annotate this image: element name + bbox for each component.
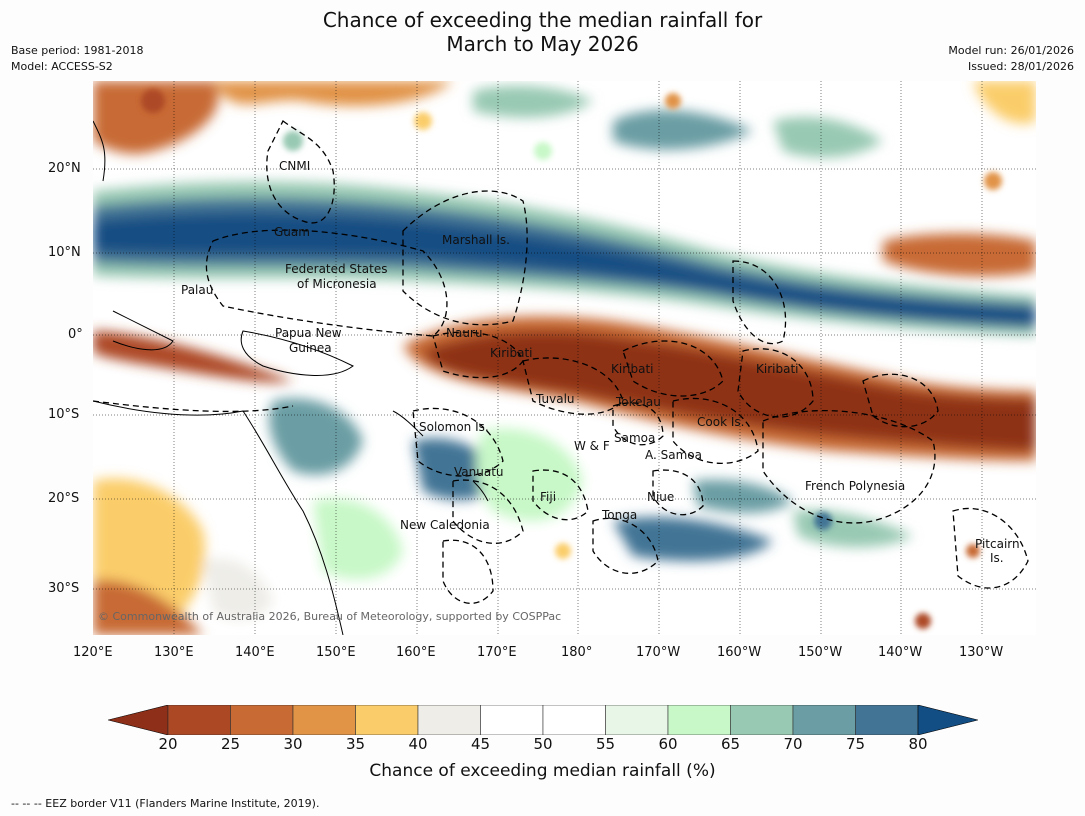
rainfall-map bbox=[92, 81, 1036, 687]
lon-label: 150°W bbox=[798, 645, 843, 660]
region-label-cook: Cook Is. bbox=[697, 415, 745, 429]
colorbar-segment bbox=[542, 704, 606, 736]
colorbar-segment bbox=[792, 704, 856, 736]
region-label-micronesia-2: of Micronesia bbox=[297, 277, 377, 291]
colorbar-tick-label: 65 bbox=[720, 735, 741, 753]
rainfall-map-svg bbox=[92, 81, 1036, 687]
region-label-solomon: Solomon Is. bbox=[419, 420, 489, 434]
chart-title-line2: March to May 2026 bbox=[446, 32, 639, 56]
region-label-tuvalu: Tuvalu bbox=[536, 392, 575, 406]
region-label-guam: Guam bbox=[274, 225, 310, 239]
colorbar-extend-low bbox=[107, 704, 169, 736]
colorbar-segment bbox=[355, 704, 419, 736]
region-label-marshall: Marshall Is. bbox=[442, 233, 510, 247]
map-copyright: © Commonwealth of Australia 2026, Bureau… bbox=[98, 610, 562, 623]
lat-label: 30°S bbox=[48, 581, 80, 596]
lat-label: 20°S bbox=[48, 491, 80, 506]
region-label-tokelau: Tokelau bbox=[616, 395, 661, 409]
chart-title-line1: Chance of exceeding the median rainfall … bbox=[322, 8, 763, 32]
colorbar-tick-label: 75 bbox=[845, 735, 866, 753]
lat-label: 0° bbox=[68, 327, 83, 342]
colorbar-segment bbox=[855, 704, 919, 736]
lon-label: 160°W bbox=[717, 645, 762, 660]
eez-footnote: -- -- -- EEZ border V11 (Flanders Marine… bbox=[11, 797, 320, 810]
lat-label: 10°S bbox=[48, 407, 80, 422]
colorbar-tick-label: 80 bbox=[908, 735, 928, 753]
region-label-french-polynesia: French Polynesia bbox=[805, 479, 906, 493]
region-label-png-2: Guinea bbox=[289, 341, 332, 355]
model-run: Model run: 26/01/2026 bbox=[948, 44, 1074, 57]
lon-label: 140°W bbox=[878, 645, 923, 660]
region-label-micronesia-1: Federated States bbox=[285, 262, 388, 276]
colorbar-tick-label: 70 bbox=[783, 735, 803, 753]
region-label-niue: Niue bbox=[647, 490, 675, 504]
lat-label: 20°N bbox=[48, 161, 81, 176]
issued-date: Issued: 28/01/2026 bbox=[967, 60, 1074, 73]
region-label-palau: Palau bbox=[181, 283, 214, 297]
region-label-pitcairn-1: Pitcairn bbox=[975, 537, 1020, 551]
region-label-vanuatu: Vanuatu bbox=[454, 465, 504, 479]
lon-label: 160°E bbox=[396, 645, 436, 660]
map-gridlines bbox=[93, 81, 1036, 635]
region-label-nauru: Nauru bbox=[446, 326, 483, 340]
base-period: Base period: 1981-2018 bbox=[11, 44, 144, 57]
region-label-kiribati-east: Kiribati bbox=[756, 362, 799, 376]
region-label-american-samoa: A. Samoa bbox=[645, 448, 702, 462]
colorbar-segment bbox=[230, 704, 294, 736]
region-label-fiji: Fiji bbox=[540, 490, 557, 504]
region-label-new-caledonia: New Caledonia bbox=[400, 518, 490, 532]
region-label-png-1: Papua New bbox=[275, 326, 342, 340]
colorbar-title: Chance of exceeding median rainfall (%) bbox=[369, 761, 716, 781]
colorbar-segment bbox=[730, 704, 794, 736]
colorbar-segment bbox=[667, 704, 731, 736]
colorbar-svg bbox=[107, 704, 979, 736]
colorbar-tick-label: 40 bbox=[408, 735, 428, 753]
region-label-wallis-futuna: W & F bbox=[574, 439, 610, 453]
colorbar-segment bbox=[480, 704, 544, 736]
lon-label: 120°E bbox=[73, 645, 113, 660]
colorbar-tick-label: 30 bbox=[283, 735, 303, 753]
lon-label: 180° bbox=[561, 645, 593, 660]
region-label-samoa: Samoa bbox=[614, 431, 656, 445]
colorbar-segment bbox=[417, 704, 481, 736]
colorbar-tick-label: 50 bbox=[533, 735, 553, 753]
colorbar-tick-label: 60 bbox=[658, 735, 678, 753]
lon-label: 130°W bbox=[959, 645, 1004, 660]
lat-label: 10°N bbox=[48, 245, 81, 260]
eez-borders bbox=[92, 120, 1029, 604]
colorbar-segment bbox=[167, 704, 231, 736]
model-name: Model: ACCESS-S2 bbox=[11, 60, 113, 73]
colorbar-tick-label: 55 bbox=[595, 735, 616, 753]
lon-label: 170°E bbox=[477, 645, 517, 660]
lon-label: 140°E bbox=[235, 645, 275, 660]
colorbar bbox=[107, 704, 979, 736]
colorbar-tick-label: 20 bbox=[158, 735, 178, 753]
region-label-pitcairn-2: Is. bbox=[990, 551, 1004, 565]
region-label-tonga: Tonga bbox=[602, 508, 638, 522]
coastlines bbox=[92, 120, 489, 636]
colorbar-extend-high bbox=[917, 704, 979, 736]
colorbar-ticks: 20 25 30 35 40 45 50 55 60 65 70 75 80 bbox=[0, 735, 1085, 757]
colorbar-tick-label: 45 bbox=[470, 735, 491, 753]
lon-label: 150°E bbox=[316, 645, 356, 660]
region-label-kiribati-west: Kiribati bbox=[490, 346, 533, 360]
region-label-cnmi: CNMI bbox=[279, 159, 311, 173]
region-label-kiribati-central: Kiribati bbox=[611, 362, 654, 376]
colorbar-tick-label: 35 bbox=[345, 735, 366, 753]
colorbar-segment bbox=[605, 704, 669, 736]
colorbar-tick-label: 25 bbox=[220, 735, 241, 753]
lon-label: 130°E bbox=[154, 645, 194, 660]
rainfall-fields bbox=[93, 81, 1036, 635]
colorbar-segment bbox=[292, 704, 356, 736]
lon-label: 170°W bbox=[636, 645, 681, 660]
